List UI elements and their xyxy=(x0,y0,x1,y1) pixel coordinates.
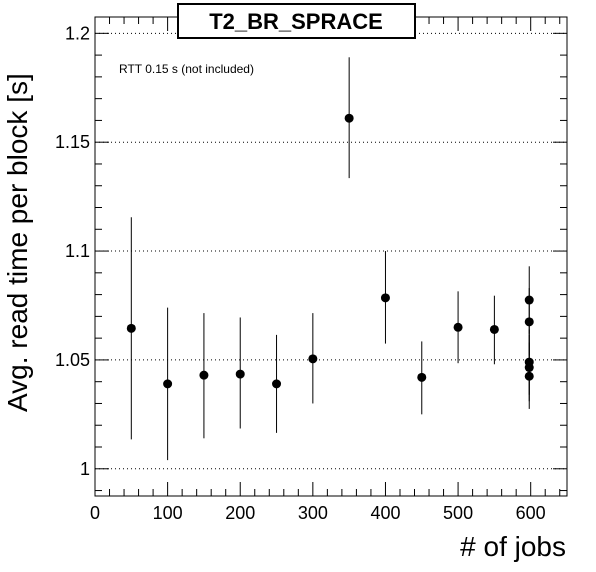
data-points xyxy=(126,57,534,461)
x-tick-label: 100 xyxy=(153,503,183,523)
x-tick-label: 600 xyxy=(516,503,546,523)
point-marker xyxy=(163,379,173,389)
point-marker xyxy=(524,371,534,381)
data-point xyxy=(235,317,245,429)
x-tick-label: 0 xyxy=(90,503,100,523)
y-axis-title: Avg. read time per block [s] xyxy=(2,73,33,412)
y-axis: 1 1.05 1.1 1.15 1.2 xyxy=(55,23,567,492)
y-tick-label: 1.2 xyxy=(65,23,90,43)
x-tick-label: 400 xyxy=(370,503,400,523)
x-tick-label: 300 xyxy=(298,503,328,523)
data-point xyxy=(417,341,427,415)
x-tick-label: 500 xyxy=(443,503,473,523)
point-marker xyxy=(417,372,427,382)
data-point xyxy=(489,295,499,365)
data-point xyxy=(344,57,354,179)
point-marker xyxy=(272,379,282,389)
data-point xyxy=(453,291,463,364)
point-marker xyxy=(453,322,463,332)
y-tick-label: 1.05 xyxy=(55,350,90,370)
point-marker xyxy=(126,323,136,333)
y-tick-label: 1 xyxy=(80,459,90,479)
point-marker xyxy=(380,293,390,303)
title-box-frame xyxy=(177,3,416,39)
data-point xyxy=(524,342,534,409)
point-marker xyxy=(524,317,534,327)
point-marker xyxy=(235,369,245,379)
data-point xyxy=(380,251,390,344)
data-point xyxy=(272,334,282,433)
y-tick-label: 1.1 xyxy=(65,241,90,261)
x-axis-title: # of jobs xyxy=(460,531,566,562)
data-point xyxy=(199,313,209,439)
data-point xyxy=(308,313,318,404)
data-point xyxy=(126,217,136,440)
data-point xyxy=(163,307,173,461)
point-marker xyxy=(308,354,318,364)
point-marker xyxy=(489,324,499,334)
point-marker xyxy=(199,370,209,380)
point-marker xyxy=(344,113,354,123)
x-tick-label: 200 xyxy=(225,503,255,523)
annotation-text: RTT 0.15 s (not included) xyxy=(119,62,254,76)
chart-title: T2_BR_SPRACE xyxy=(209,9,383,34)
title-box: T2_BR_SPRACE xyxy=(177,3,416,39)
y-tick-label: 1.15 xyxy=(55,132,90,152)
